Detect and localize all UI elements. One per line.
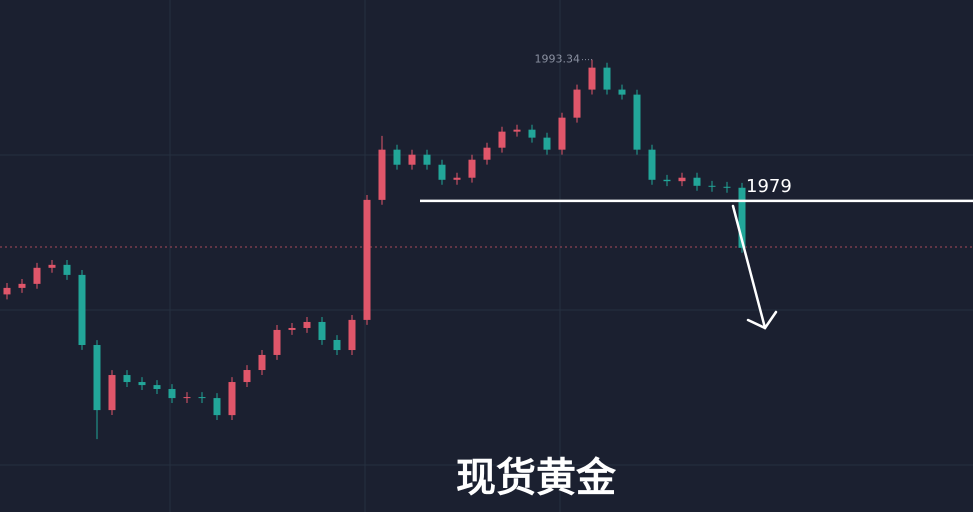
candle-body [213,398,221,416]
candle-body [123,375,131,383]
high-label: 1993.34 [535,53,581,66]
candle-body [228,382,236,416]
candle-body [363,199,371,320]
candle-body [288,327,296,330]
candle-body [603,67,611,90]
candle-body [663,179,671,182]
candle-body [243,370,251,383]
candle-body [153,385,161,390]
arrow-head [746,310,778,330]
candle-body [378,149,386,200]
candle-body [693,177,701,186]
candle-body [543,137,551,150]
candle-body [393,149,401,165]
candle-body [108,375,116,411]
levels: 1979 [420,176,973,203]
candle-body [483,147,491,160]
candle-body [453,177,461,180]
level-label: 1979 [746,176,792,197]
candle-body [318,321,326,340]
candle-body [138,382,146,386]
candle-body [558,117,566,150]
candle-body [723,186,731,188]
candle-body [78,274,86,346]
candle-body [93,345,101,411]
candle-body [423,154,431,165]
candle-body [168,389,176,399]
candle-body [408,154,416,165]
candles: 1993.34 [3,53,746,440]
candle-body [198,397,206,399]
candle-body [183,397,191,399]
candle-body [648,149,656,180]
candle-body [303,321,311,328]
arrow [731,204,778,330]
candle-body [573,89,581,118]
candle-body [273,329,281,355]
candle-body [258,354,266,371]
arrow-shaft [731,204,767,330]
candle-body [468,159,476,178]
candle-body [618,89,626,95]
candle-body [63,264,71,275]
candle-body [498,131,506,148]
candle-body [513,129,521,132]
candle-body [348,319,356,351]
candle-body [738,187,746,248]
candle-body [438,164,446,180]
candle-body [678,177,686,182]
candle-body [48,264,56,268]
candle-body [18,283,26,288]
candle-body [588,67,596,90]
candle-body [633,94,641,150]
candle-body [33,267,41,284]
candle-body [528,129,536,138]
chart-title: 现货黄金 [456,454,617,501]
candle-body [3,287,11,295]
candle-body [333,339,341,351]
candle-body [708,185,716,187]
